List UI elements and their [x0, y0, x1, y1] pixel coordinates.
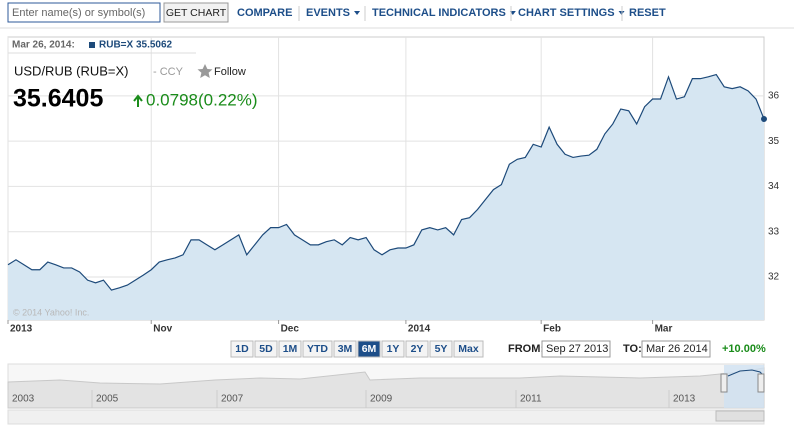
menu: COMPARE EVENTS TECHNICAL INDICATORS CHART S…	[237, 6, 666, 21]
get-chart-button[interactable]	[163, 2, 229, 23]
to-label: TO:	[623, 343, 642, 355]
range-button[interactable]	[453, 340, 484, 358]
x-tick-label: Mar	[655, 324, 673, 335]
plot: © 2014 Yahoo! Inc.	[7, 37, 767, 324]
navigator-handle-right[interactable]	[757, 373, 765, 393]
range-button-label: Max	[458, 343, 479, 355]
from-input[interactable]	[541, 340, 611, 358]
scrollbar-thumb[interactable]	[715, 410, 765, 422]
period-change: +10.00%	[722, 343, 766, 355]
year-label: 2007	[221, 394, 244, 405]
year-label: 2003	[12, 394, 35, 405]
year-label: 2009	[370, 394, 393, 405]
price-change: 0.0798(0.22%)	[146, 90, 258, 109]
range-button-label: 1Y	[387, 343, 400, 355]
range-button[interactable]	[230, 340, 254, 358]
x-tick-label: Feb	[543, 324, 561, 335]
price: 35.6405	[13, 85, 103, 113]
scrollbar[interactable]	[7, 409, 765, 425]
range-button[interactable]	[357, 340, 381, 358]
area-fill	[8, 74, 764, 320]
from-date: Sep 27 2013	[546, 343, 608, 355]
search-input[interactable]	[7, 2, 161, 23]
x-tick-label: 2013	[10, 324, 33, 335]
search-placeholder: Enter name(s) or symbol(s)	[12, 7, 145, 19]
menu-item[interactable]: TECHNICAL INDICATORS	[372, 7, 506, 19]
range-button[interactable]	[333, 340, 357, 358]
y-tick-label: 33	[768, 226, 780, 237]
range-button-label: 5D	[259, 343, 273, 355]
year-label: 2011	[520, 394, 542, 405]
range-button[interactable]	[405, 340, 429, 358]
navigator-line	[727, 369, 765, 377]
y-tick-label: 36	[768, 91, 780, 102]
range-buttons: 1D 5D 1M YTD 3M 6M 1Y 2Y 5Y Max	[230, 340, 484, 358]
range-button[interactable]	[302, 340, 333, 358]
x-tick-label: 2014	[408, 324, 431, 335]
menu-item[interactable]: RESET	[629, 7, 666, 19]
range-button-label: 5Y	[435, 343, 448, 355]
header-date: Mar 26, 2014:	[12, 40, 75, 51]
watermark: © 2014 Yahoo! Inc.	[13, 307, 89, 317]
range-button[interactable]	[429, 340, 453, 358]
menu-item[interactable]: EVENTS	[306, 7, 350, 19]
legend-label: RUB=X 35.5062	[99, 40, 173, 51]
chart-subtitle: - CCY	[153, 66, 184, 78]
price-line	[7, 73, 765, 291]
year-label: 2013	[673, 394, 696, 405]
get-chart-label: GET CHART	[166, 7, 227, 19]
range-button-label: 3M	[338, 343, 353, 355]
legend-swatch	[89, 42, 95, 48]
to-input[interactable]	[641, 340, 711, 358]
follow-button[interactable]: Follow	[214, 66, 246, 78]
y-tick-label: 35	[768, 136, 780, 147]
year-label: 2005	[96, 394, 119, 405]
range-button-label: YTD	[307, 343, 328, 355]
range-button[interactable]	[381, 340, 405, 358]
chart-title: USD/RUB (RUB=X)	[14, 63, 129, 78]
navigator-handle-left[interactable]	[720, 373, 728, 393]
x-tick-label: Dec	[281, 324, 300, 335]
range-button-label: 1M	[283, 343, 298, 355]
y-tick-label: 34	[768, 181, 780, 192]
range-button-label: 2Y	[411, 343, 424, 355]
range-button[interactable]	[278, 340, 302, 358]
range-button-label: 6M	[362, 343, 377, 355]
up-arrow	[133, 94, 143, 107]
follow-star[interactable]	[197, 64, 213, 78]
range-button[interactable]	[254, 340, 278, 358]
to-date: Mar 26 2014	[646, 343, 708, 355]
range-button-label: 1D	[235, 343, 249, 355]
menu-item[interactable]: COMPARE	[237, 7, 292, 19]
x-tick-label: Nov	[153, 324, 172, 335]
menu-item[interactable]: CHART SETTINGS	[518, 7, 615, 19]
last-point	[761, 115, 767, 122]
dropdown-caret	[354, 11, 361, 15]
y-tick-label: 32	[768, 272, 780, 283]
from-label: FROM:	[508, 343, 544, 355]
navigator-window[interactable]	[724, 365, 764, 408]
navigator-years: 2003 2005 2007 2009 2011 2013	[7, 390, 696, 408]
